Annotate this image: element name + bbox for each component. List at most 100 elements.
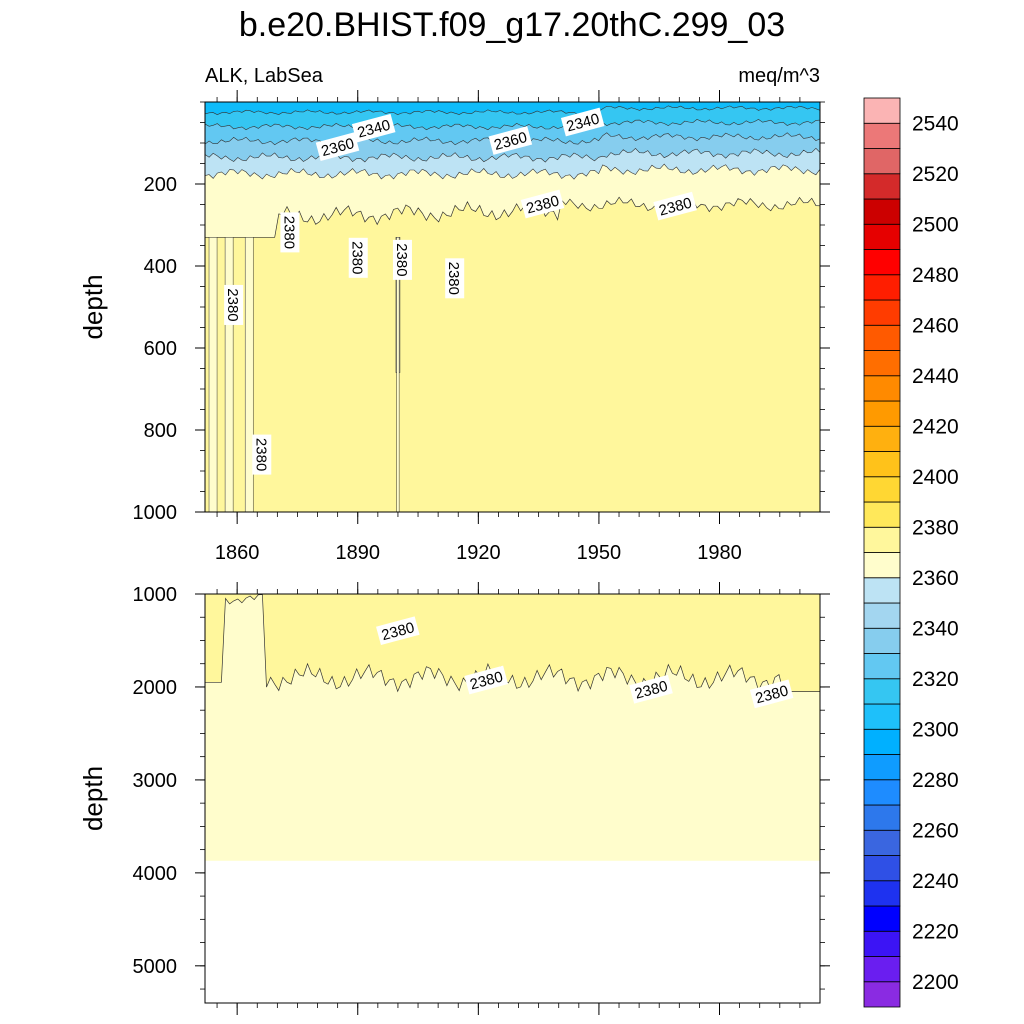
colorbar-swatch [863,703,901,730]
contour-label-bg [392,239,412,280]
colorbar-label: 2260 [912,819,959,842]
colorbar-label: 2240 [912,870,959,893]
colorbar-swatch [863,779,901,806]
colorbar-swatch [863,829,901,856]
lower-fills [205,594,820,861]
colorbar-label: 2280 [912,769,959,792]
fill-band-2380 [205,594,820,693]
colorbar-swatch [863,526,901,553]
contour-label: 2380 [392,239,412,280]
units-label: meq/m^3 [738,65,820,87]
colorbar-label: 2220 [912,920,959,943]
colorbar-swatch [863,425,901,452]
contour-label-bg [348,237,368,278]
contour-label-text: 2380 [445,262,462,295]
y-tick-label: 1000 [133,502,178,524]
colorbar-label: 2480 [912,264,959,287]
colorbar-swatch [863,804,901,831]
contour-label-bg [653,191,697,221]
colorbar-swatch [863,855,901,882]
contour-label-bg [488,126,533,155]
contour-label-bg [376,616,420,646]
colorbar-swatch [863,552,901,579]
contour-label-text: 2380 [252,438,269,471]
y-tick-label: 600 [144,338,177,360]
colorbar-swatch [863,956,901,983]
colorbar-swatch [863,249,901,276]
colorbar-swatch [863,223,901,250]
colorbar-swatch [863,375,901,402]
contour-label-bg [280,212,300,253]
colorbar-swatch [863,198,901,225]
contour-label-bg [560,107,605,137]
colorbar-label: 2340 [912,617,959,640]
upper-fills [205,102,820,512]
y-tick-label: 800 [144,420,177,442]
contour-label-bg [252,434,272,475]
colorbar-swatch [863,476,901,503]
y-tick-label: 400 [144,256,177,278]
y-axis-label: depth [78,766,108,831]
deep-band-spike [396,237,400,512]
contour-label-bg [315,132,360,161]
colorbar-label: 2520 [912,163,959,186]
x-tick-label: 1890 [335,542,380,564]
contour-label-bg [629,674,673,704]
colorbar-swatch [863,324,901,351]
colorbar-swatch [863,930,901,957]
contour-label-text: 2380 [280,216,297,249]
colorbar-swatch [863,905,901,932]
contour-label: 2380 [224,284,244,325]
contour-label-bg [445,258,465,299]
contour-label: 2380 [280,212,300,253]
colorbar-swatch [863,602,901,629]
colorbar-label: 2320 [912,668,959,691]
contour-label: 2380 [445,258,465,299]
colorbar-label: 2440 [912,365,959,388]
colorbar-label: 2200 [912,971,959,994]
x-tick-label: 1950 [577,542,622,564]
colorbar-swatch [863,754,901,781]
contour-label-bg [224,284,244,325]
colorbar-swatch [863,728,901,755]
colorbar-swatch [863,97,901,124]
colorbar-label: 2300 [912,718,959,741]
y-tick-label: 1000 [133,584,178,606]
contour-line-2380 [205,196,820,238]
contour-label-bg [464,665,509,695]
colorbar-swatch [863,653,901,680]
deep-band-spike [224,237,234,512]
x-tick-label: 1920 [456,542,501,564]
y-tick-label: 5000 [133,956,178,978]
colorbar-swatch [863,678,901,705]
colorbar-swatch [863,299,901,326]
variable-label: ALK, LabSea [205,65,324,87]
colorbar-swatch [863,451,901,478]
colorbar-label: 2420 [912,415,959,438]
upper-panel: 200 400 600 800 1000 1860 1890 1920 1950 1980 dept… [78,90,830,564]
colorbar-label: 2460 [912,314,959,337]
y-axis-label: depth [78,274,108,339]
y-tick-label: 2000 [133,677,178,699]
colorbar-label: 2500 [912,213,959,236]
lower-frame [204,593,821,1004]
colorbar-label: 2380 [912,516,959,539]
deep-band-spike [208,237,218,512]
contour-label-text: 2380 [224,288,241,321]
contour-label-bg [749,679,794,709]
chart-title: b.e20.BHIST.f09_g17.20thC.299_03 [239,6,785,44]
contour-label: 2380 [252,434,272,475]
colorbar-swatch [863,577,901,604]
x-tick-label: 1860 [215,542,260,564]
colorbar-swatch [863,400,901,427]
x-tick-label: 1980 [697,542,742,564]
colorbar-swatch [863,627,901,654]
colorbar-swatch [863,350,901,377]
colorbar: 2200 2220 2240 2260 2280 2300 2320 2340 2360 2380… [863,97,959,1008]
colorbar-swatch [863,122,901,149]
contour-label-text: 2380 [393,243,410,276]
deep-band-spike [244,237,254,512]
colorbar-label: 2360 [912,567,959,590]
colorbar-swatch [863,274,901,301]
